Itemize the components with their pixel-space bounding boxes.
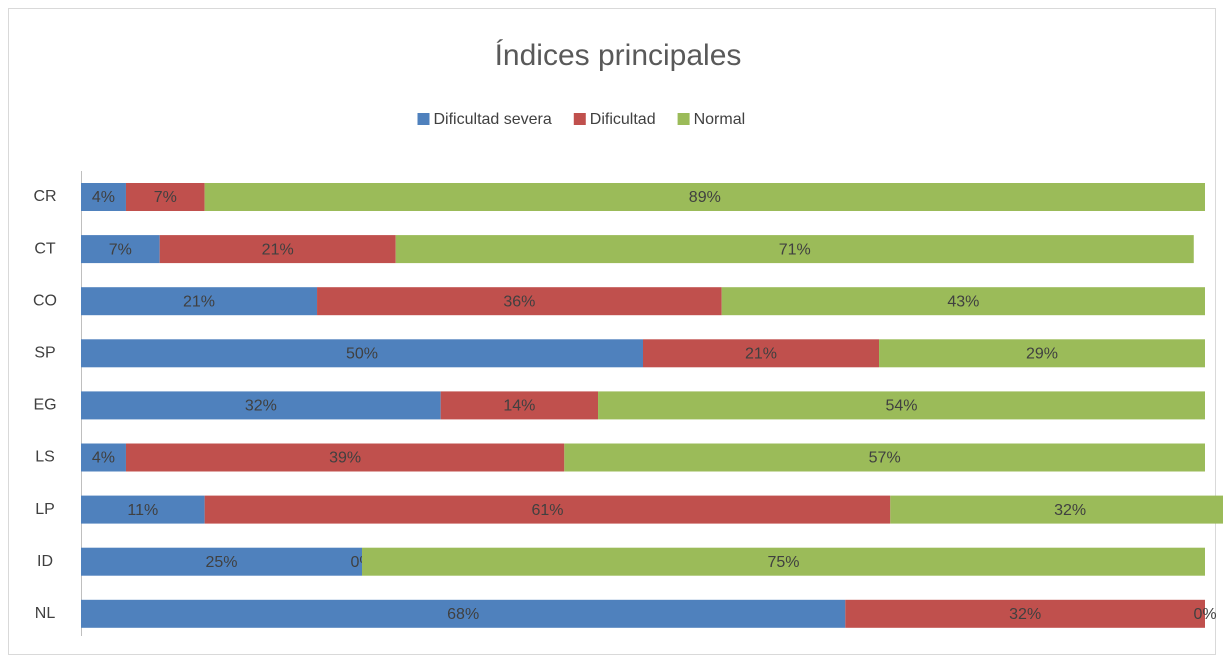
bar-segment [643,339,880,368]
y-tick-label: EG [33,397,56,414]
data-label: 4% [92,189,115,206]
bar-segment [721,287,1205,316]
bar-segment [362,547,1205,576]
bar-segment [879,339,1205,368]
bar-segment [125,443,565,472]
legend-label: Dificultad [590,111,656,128]
data-label: 50% [346,346,378,363]
data-label: 11% [127,502,158,519]
bar-segment [81,547,362,576]
bar-segment [890,495,1223,524]
legend-swatch [677,113,690,125]
data-label: 7% [154,189,177,206]
data-label: 4% [92,450,115,467]
data-label: 21% [183,293,215,310]
bar-segment [204,183,1205,211]
legend-swatch [417,113,430,125]
bar-segment [395,235,1194,264]
data-label: 75% [767,554,799,571]
bar-segment [317,287,722,316]
data-label: 25% [205,554,237,571]
bar-segment [564,443,1205,472]
y-tick-label: LP [35,501,55,518]
data-label: 32% [1054,502,1086,519]
y-tick-label: CR [33,188,56,205]
bar-segment [81,287,318,316]
y-tick-label: CO [33,292,57,309]
y-tick-label: SP [34,345,55,362]
data-label: 21% [262,241,294,258]
bar-segment [81,235,160,264]
data-label: 0% [1193,606,1216,623]
bar-segment [204,495,891,524]
bar-segment [81,443,126,472]
chart-border [8,8,1216,655]
y-tick-label: ID [37,553,53,570]
data-label: 32% [245,398,277,415]
data-label: 54% [886,398,918,415]
bar-segment [159,235,396,264]
data-label: 29% [1026,346,1058,363]
bar-segment [81,599,846,628]
bar-segment [598,391,1205,420]
data-label: 71% [779,241,811,258]
legend-label: Dificultad severa [434,111,552,128]
legend-label: Normal [694,111,746,128]
data-label: 61% [531,502,563,519]
bar-segment [845,599,1205,628]
bar-segment [440,391,599,420]
data-label: 36% [503,293,535,310]
data-label: 21% [745,346,777,363]
bar-segment [81,183,126,211]
y-tick-label: CT [34,240,56,257]
data-label: 39% [329,450,361,467]
y-tick-label: LS [35,449,55,466]
data-label: 14% [503,398,535,415]
y-tick-label: NL [35,605,56,622]
data-label: 32% [1009,606,1041,623]
data-label: 57% [869,450,901,467]
chart-title: Índices principales [495,39,742,72]
legend-swatch [573,113,586,125]
data-label: 89% [689,189,721,206]
bar-segment [81,339,643,368]
data-label: 7% [109,241,132,258]
data-label: 43% [947,293,979,310]
bar-segment [81,495,205,524]
bar-segment [81,391,441,420]
data-label: 68% [447,606,479,623]
bar-segment [125,183,205,211]
